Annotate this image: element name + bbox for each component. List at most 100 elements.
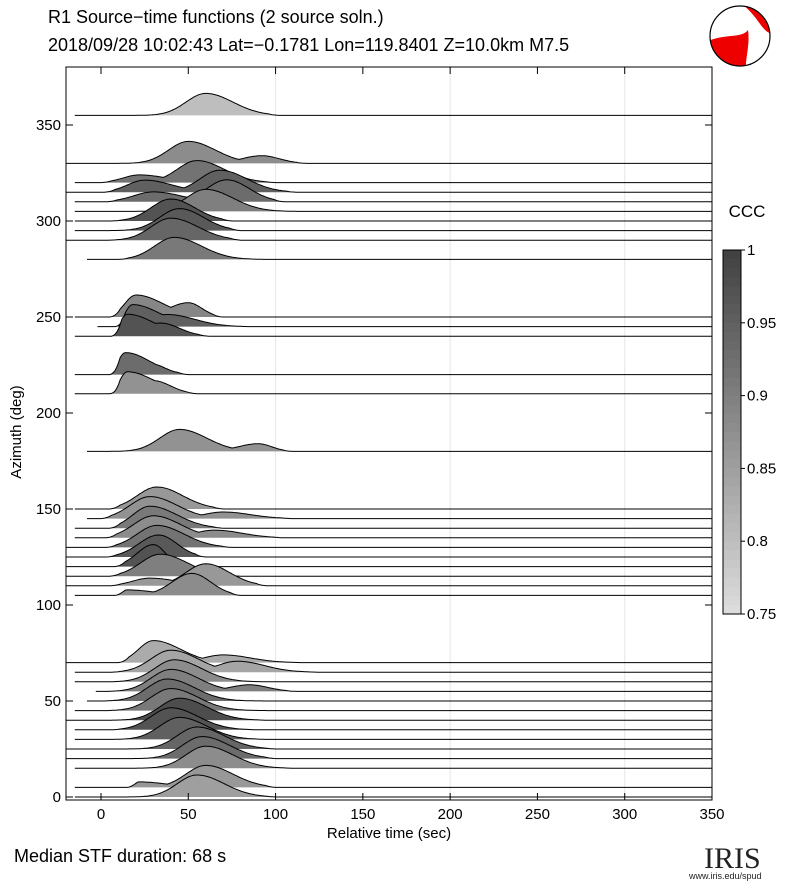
colorbar-swatch xyxy=(723,350,741,360)
stf-trace xyxy=(87,236,712,260)
colorbar-swatch xyxy=(723,468,741,479)
stf-trace xyxy=(66,726,712,750)
colorbar-swatch xyxy=(723,286,741,297)
stf-line xyxy=(66,726,712,750)
stf-fill xyxy=(118,237,267,260)
colorbar-swatch xyxy=(723,268,741,278)
colorbar-swatch xyxy=(723,577,741,588)
stf-line xyxy=(74,659,712,683)
stf-fill xyxy=(101,746,293,769)
colorbar-swatch xyxy=(723,413,741,424)
beachball-outline xyxy=(709,5,771,67)
stf-trace xyxy=(66,697,712,721)
iris-logo[interactable]: IRIS www.iris.edu/spud xyxy=(686,838,782,884)
colorbar-swatch xyxy=(723,559,741,570)
colorbar-swatch xyxy=(723,331,741,342)
x-tick-label: 250 xyxy=(525,806,550,823)
colorbar-swatch xyxy=(723,341,741,351)
stf-line xyxy=(74,486,712,510)
stf-trace xyxy=(66,524,712,548)
y-tick-label: 0 xyxy=(53,789,61,806)
stf-trace xyxy=(66,140,712,164)
beachball-quadrant-bottom xyxy=(710,30,749,67)
stf-line xyxy=(66,217,712,241)
stf-trace xyxy=(66,217,712,241)
colorbar-swatch xyxy=(723,595,741,606)
stf-trace xyxy=(74,659,712,683)
colorbar-swatch xyxy=(723,313,741,324)
stf-fill xyxy=(109,717,267,740)
colorbar-swatch xyxy=(723,322,741,333)
stf-fill xyxy=(109,352,189,375)
colorbar-swatch xyxy=(723,486,741,497)
colorbar-swatch xyxy=(723,277,741,287)
stf-fill xyxy=(106,698,267,721)
stf-line xyxy=(74,688,712,712)
stf-line xyxy=(66,140,712,164)
beachball-icon xyxy=(709,5,771,67)
stf-line xyxy=(66,640,712,664)
stf-line xyxy=(66,697,712,721)
colorbar-swatch xyxy=(723,386,741,397)
colorbar-tick-label: 0.75 xyxy=(747,606,776,623)
stf-fill xyxy=(101,429,293,452)
colorbar-swatch xyxy=(723,495,741,506)
stf-line xyxy=(66,736,712,760)
stf-trace xyxy=(87,428,712,452)
stf-line xyxy=(87,678,712,702)
stf-line xyxy=(74,649,712,673)
stf-fill xyxy=(106,179,285,202)
colorbar-tick-label: 0.9 xyxy=(747,388,768,405)
colorbar-swatch xyxy=(723,532,741,542)
y-axis-label: Azimuth (deg) xyxy=(8,385,25,478)
colorbar-swatch xyxy=(723,422,741,433)
stf-line xyxy=(74,572,712,596)
colorbar-swatch xyxy=(723,368,741,378)
colorbar-swatch xyxy=(723,377,741,388)
iris-logo-word: IRIS xyxy=(704,842,761,875)
colorbar: CCC 1 0.95 0.9 0.85 0.8 0.75 xyxy=(722,202,776,623)
median-stf-duration: Median STF duration: 68 s xyxy=(14,846,227,866)
stf-trace xyxy=(74,774,712,798)
stf-fill xyxy=(104,170,297,193)
plot-frame xyxy=(65,66,713,801)
stf-line xyxy=(74,707,712,731)
stf-fill xyxy=(101,679,285,701)
stf-trace xyxy=(74,352,712,376)
stf-fill xyxy=(106,93,280,116)
stf-trace xyxy=(74,188,712,212)
stf-fill xyxy=(118,775,276,797)
colorbar-label: CCC xyxy=(729,202,766,221)
stf-fill xyxy=(109,199,232,221)
stf-trace xyxy=(87,678,712,702)
colorbar-swatch xyxy=(723,586,741,597)
stf-line xyxy=(74,198,712,222)
stf-trace xyxy=(74,716,712,740)
colorbar-swatch xyxy=(723,359,741,369)
stf-fill xyxy=(109,727,276,749)
stf-fill xyxy=(106,218,241,241)
colorbar-swatch xyxy=(723,395,741,406)
y-tick-label: 350 xyxy=(36,117,61,134)
stf-line xyxy=(74,764,712,788)
colorbar-frame xyxy=(722,249,742,615)
event-info: 2018/09/28 10:02:43 Lat=−0.1781 Lon=119.… xyxy=(48,35,570,55)
stf-line xyxy=(66,563,712,587)
colorbar-swatch xyxy=(723,477,741,488)
colorbar-swatch xyxy=(723,604,741,615)
y-tick-label: 150 xyxy=(36,501,61,518)
x-tick-label: 300 xyxy=(612,806,637,823)
stf-line xyxy=(95,668,712,692)
axes: 0 50 100 150 200 250 300 350 0 50 100 150 200 250 300 3… xyxy=(8,66,725,842)
x-tick-label: 50 xyxy=(180,806,197,823)
stf-trace xyxy=(66,736,712,760)
stf-trace xyxy=(74,92,712,116)
stf-line xyxy=(87,236,712,260)
stf-fill xyxy=(106,659,285,682)
stf-line xyxy=(66,524,712,548)
plot-area xyxy=(66,67,712,800)
colorbar-swatch xyxy=(723,523,741,533)
stf-trace xyxy=(74,572,712,596)
colorbar-swatch xyxy=(723,568,741,579)
